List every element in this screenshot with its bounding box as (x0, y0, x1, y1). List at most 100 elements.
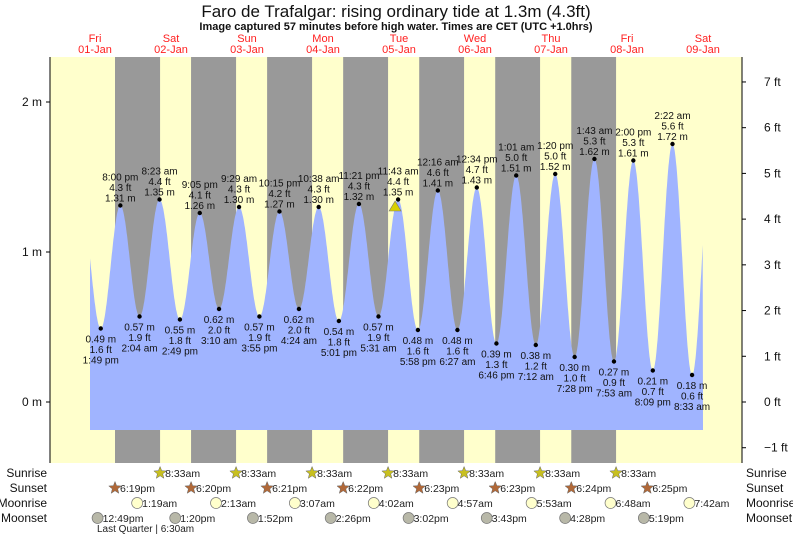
moonrise-icon (210, 497, 222, 509)
tide-ft: 5.3 ft (622, 138, 644, 149)
low-tide-point: 0.38 m1.2 ft7:12 am (518, 342, 554, 383)
moonrise-icon (604, 497, 617, 509)
day-label-date: 06-Jan (458, 44, 492, 56)
high-tide-point: 12:16 am4.6 ft1.41 m (417, 158, 459, 193)
tide-dot (197, 210, 202, 216)
tide-ft: 1.6 ft (446, 347, 468, 358)
sunrise-time: 8:33am (469, 468, 504, 480)
moonrise-time: 4:02am (379, 498, 414, 510)
day-label-dow: Fri (621, 33, 634, 45)
tide-water-area (90, 144, 703, 430)
tide-time: 7:12 am (518, 372, 554, 383)
tide-dot (296, 306, 302, 312)
tide-m: 1.52 m (540, 162, 571, 173)
tide-dot (435, 188, 441, 193)
tide-ft: 0.9 ft (603, 378, 625, 389)
tide-dot (98, 326, 103, 331)
tide-time: 9:05 pm (182, 180, 218, 191)
tide-m: 1.62 m (579, 147, 610, 158)
tide-time: 10:38 am (298, 174, 340, 185)
tide-ft: 4.1 ft (189, 191, 211, 202)
moonrise-row-label: Moonrise (0, 496, 47, 510)
tide-m: 0.54 m (324, 327, 355, 338)
low-tide-point: 0.30 m1.0 ft7:28 pm (557, 354, 593, 395)
tide-m: 0.21 m (638, 377, 669, 388)
tide-dot (137, 314, 142, 319)
tide-ft: 4.6 ft (427, 168, 449, 179)
day-label-date: 02-Jan (154, 44, 188, 56)
tide-time: 9:29 am (221, 174, 257, 185)
sunrise-icon (229, 465, 243, 479)
moonset-icon (637, 512, 650, 524)
tide-ft: 5.0 ft (544, 152, 566, 163)
tide-ft: 2.0 ft (208, 326, 230, 337)
tide-m: 1.41 m (423, 179, 454, 190)
low-tide-point: 0.39 m1.3 ft6:46 pm (478, 341, 514, 382)
sunset-time: 6:23pm (424, 483, 459, 495)
tide-dot (494, 341, 499, 346)
tide-time: 6:46 pm (478, 371, 514, 382)
low-tide-point: 0.49 m1.6 ft1:49 pm (83, 326, 119, 367)
tide-ft: 4.7 ft (466, 165, 488, 176)
sunrise-time: 8:33am (165, 468, 200, 480)
moonrise-time: 7:42am (694, 498, 729, 510)
tide-time: 1:43 am (576, 126, 612, 137)
tide-dot (553, 171, 558, 177)
sunrise-icon (305, 465, 319, 479)
tide-dot (514, 173, 519, 178)
high-tide-point: 1:20 pm5.0 ft1.52 m (537, 141, 573, 177)
tide-time: 12:16 am (417, 158, 459, 169)
moonset-time: 12:49pm (103, 513, 144, 525)
tide-m: 0.49 m (85, 335, 116, 346)
tide-time: 11:43 am (378, 167, 419, 178)
moonset-time: 3:02pm (414, 513, 449, 525)
sunrise-icon (381, 465, 395, 479)
tide-ft: 4.3 ft (348, 182, 370, 193)
moon-phase: Last Quarter | 6:30am (97, 524, 194, 535)
day-label-date: 08-Jan (610, 44, 644, 56)
left-axis-tick-label: 1 m (22, 245, 42, 259)
sunset-time: 6:25pm (652, 483, 687, 495)
high-tide-point: 10:15 pm4.2 ft1.27 m (259, 179, 300, 214)
tide-m: 0.30 m (559, 363, 590, 374)
tide-ft: 5.3 ft (583, 137, 605, 148)
tide-ft: 2.0 ft (288, 326, 310, 337)
tide-dot (592, 156, 597, 162)
right-axis-tick-label: −1 ft (764, 441, 788, 455)
tide-m: 0.27 m (599, 368, 630, 379)
chart-subtitle: Image captured 57 minutes before high wa… (199, 21, 593, 33)
moonset-icon (402, 512, 415, 524)
sunset-time: 6:21pm (272, 483, 307, 495)
tide-ft: 1.8 ft (328, 338, 350, 349)
tide-dot (118, 203, 123, 208)
right-axis-tick-label: 3 ft (764, 258, 781, 272)
high-tide-point: 11:43 am4.4 ft1.35 m (378, 167, 419, 202)
tide-m: 1.31 m (105, 194, 136, 205)
moonset-icon (559, 512, 571, 524)
moonrise-time: 6:48am (616, 498, 651, 510)
right-axis-tick-label: 4 ft (764, 212, 781, 226)
tide-time: 5:01 pm (321, 348, 357, 359)
high-tide-point: 8:00 pm4.3 ft1.31 m (102, 173, 138, 208)
day-label-dow: Tue (390, 33, 409, 45)
low-tide-point: 0.55 m1.8 ft2:49 pm (162, 317, 198, 358)
moonrise-icon (289, 497, 301, 509)
tide-m: 1.30 m (224, 195, 255, 206)
day-label-dow: Sat (163, 33, 180, 45)
high-tide-point: 11:21 pm4.3 ft1.32 m (338, 171, 379, 207)
tide-ft: 1.9 ft (248, 333, 270, 344)
right-axis-tick-label: 6 ft (764, 121, 781, 135)
tide-m: 1.27 m (264, 200, 295, 211)
tide-time: 8:23 am (141, 167, 177, 178)
high-tide-point: 2:00 pm5.3 ft1.61 m (615, 128, 651, 163)
tide-m: 0.62 m (204, 315, 235, 326)
sunset-icon (412, 480, 427, 494)
left-axis-tick-label: 2 m (22, 95, 42, 109)
tide-ft: 1.2 ft (525, 362, 547, 373)
tide-m: 0.57 m (244, 323, 275, 334)
low-tide-point: 0.57 m1.9 ft3:55 pm (241, 314, 277, 355)
tide-m: 0.55 m (165, 326, 196, 337)
moonset-time: 5:19pm (649, 513, 684, 525)
moonset-time: 3:43pm (492, 513, 527, 525)
